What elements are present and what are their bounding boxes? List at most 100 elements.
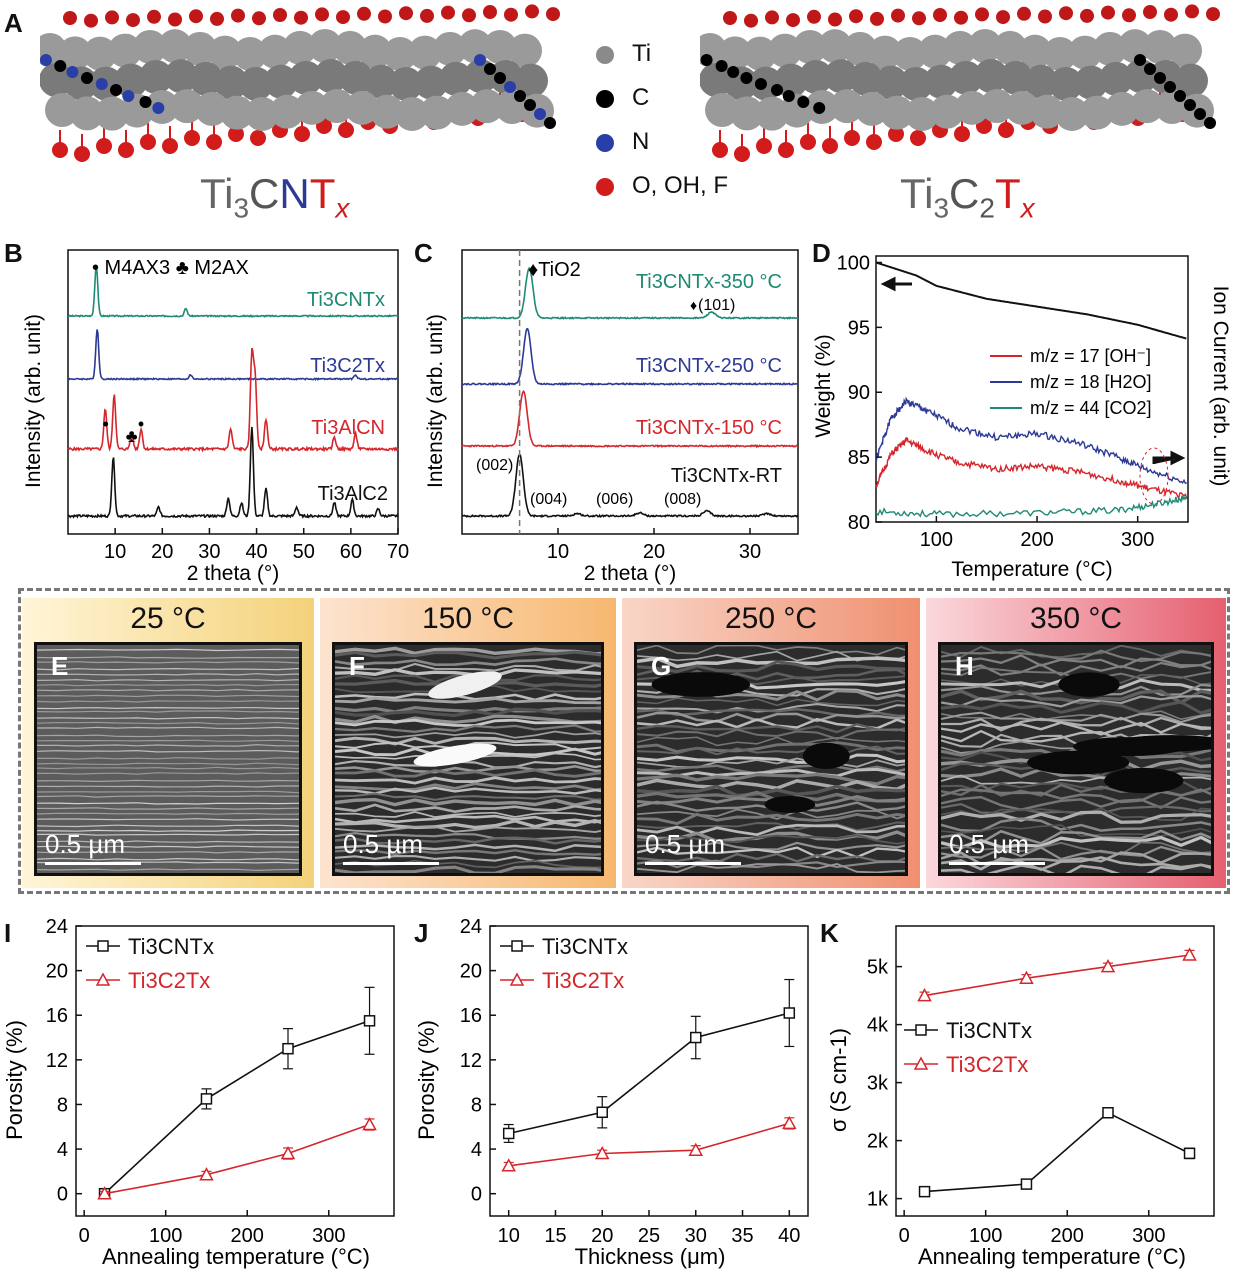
o-atom bbox=[734, 146, 750, 162]
sem-layer bbox=[637, 703, 905, 714]
c-atom bbox=[1184, 99, 1196, 111]
x-tick-label: 40 bbox=[245, 541, 267, 563]
sem-layer bbox=[37, 762, 299, 766]
sem-layer bbox=[37, 829, 299, 832]
data-point-triangle bbox=[917, 988, 932, 1002]
ti-atom bbox=[1093, 31, 1127, 66]
panel-label-b: B bbox=[4, 238, 23, 268]
sem-layer bbox=[335, 825, 601, 834]
o-atom bbox=[378, 9, 392, 24]
sem-layer bbox=[37, 673, 299, 676]
ti-atom bbox=[1049, 66, 1083, 101]
sem-layer bbox=[637, 697, 905, 707]
series-line bbox=[924, 1111, 1190, 1193]
sem-layer bbox=[335, 759, 601, 769]
o-atom bbox=[1059, 6, 1073, 21]
c-atom-icon bbox=[596, 89, 614, 108]
o-atom bbox=[800, 134, 816, 150]
n-atom-icon bbox=[596, 133, 614, 152]
c-series-label-0: Ti3CNTx-350 °C bbox=[636, 271, 782, 293]
x-tick-label: 100 bbox=[920, 529, 953, 551]
sem-texture bbox=[37, 645, 299, 873]
ti-atom bbox=[289, 60, 323, 95]
sem-temperature: 250 °C bbox=[724, 602, 818, 635]
ti-atom bbox=[483, 29, 517, 64]
o-atom bbox=[294, 126, 310, 142]
ti-atom bbox=[164, 59, 198, 94]
c-atom bbox=[494, 72, 506, 84]
sem-layer bbox=[37, 694, 299, 698]
o-atom bbox=[525, 4, 539, 19]
scale-bar-label: 0.5 µm bbox=[949, 829, 1030, 859]
x-tick-label: 100 bbox=[149, 1225, 182, 1247]
data-point-triangle bbox=[1182, 947, 1197, 961]
tga-line bbox=[875, 261, 1187, 340]
x-tick-label: 0 bbox=[899, 1225, 910, 1247]
o-atom bbox=[162, 138, 178, 154]
legend-label: Ti3CNTx bbox=[542, 934, 628, 959]
sem-layer bbox=[37, 688, 299, 692]
ti-atom bbox=[445, 91, 479, 126]
x-tick-label: 0 bbox=[79, 1225, 90, 1247]
c-atom bbox=[797, 96, 810, 108]
ti-atom bbox=[295, 90, 329, 125]
o-atom bbox=[786, 13, 800, 28]
c-series-label-2: Ti3CNTx-150 °C bbox=[636, 417, 782, 439]
ti-atom bbox=[1143, 29, 1177, 64]
sem-panel-e: 25 °C E 0.5 µm bbox=[22, 598, 314, 888]
sem-layer bbox=[941, 711, 1211, 724]
c-ylabel: Intensity (arb. unit) bbox=[424, 314, 447, 488]
y-tick-label: 20 bbox=[46, 961, 68, 983]
sem-temperature: 25 °C bbox=[130, 602, 206, 635]
ti-atom bbox=[899, 66, 933, 101]
data-point-triangle bbox=[501, 1158, 516, 1172]
sem-layer bbox=[335, 786, 601, 795]
x-tick-label: 20 bbox=[151, 541, 173, 563]
o-atom bbox=[315, 7, 329, 22]
ti-atom bbox=[768, 33, 802, 68]
peak-marker: • bbox=[103, 414, 109, 434]
ti-atom bbox=[999, 60, 1033, 95]
sem-layer bbox=[37, 807, 299, 810]
sem-image: E 0.5 µm bbox=[34, 642, 302, 876]
sem-layer bbox=[37, 785, 299, 788]
d-y2label: Ion Current (arb. unit) bbox=[1209, 286, 1232, 487]
data-point-triangle bbox=[199, 1167, 214, 1181]
sem-layer bbox=[37, 851, 299, 854]
o-atom bbox=[63, 11, 77, 25]
o-atom bbox=[546, 7, 560, 22]
ti-atom bbox=[345, 90, 379, 125]
o-atom bbox=[975, 7, 989, 22]
sem-layer bbox=[335, 752, 601, 761]
d-frame bbox=[875, 255, 1189, 523]
sem-layer bbox=[335, 797, 601, 807]
ti-atom bbox=[170, 89, 204, 124]
ti-atom bbox=[930, 94, 964, 129]
y-tick-label: 0 bbox=[57, 1184, 68, 1206]
legend-c: C bbox=[596, 76, 728, 120]
c-annot-006: (006) bbox=[596, 491, 633, 508]
j-frame bbox=[489, 925, 809, 1217]
y-tick-label: 12 bbox=[46, 1050, 68, 1072]
c-series-label-1: Ti3CNTx-250 °C bbox=[636, 355, 782, 377]
legend-ti: Ti bbox=[596, 32, 728, 76]
o-atom bbox=[483, 5, 497, 19]
c-atom bbox=[1134, 54, 1146, 66]
d-xlabel: Temperature (°C) bbox=[951, 558, 1112, 581]
sem-layer bbox=[637, 846, 905, 859]
o-atom bbox=[891, 8, 905, 23]
ti-atom bbox=[793, 29, 827, 64]
legend-n: N bbox=[596, 120, 728, 164]
sem-layer bbox=[335, 764, 601, 774]
sem-layer bbox=[37, 790, 299, 794]
o-atom bbox=[1185, 4, 1199, 19]
c-atom bbox=[1164, 81, 1176, 93]
sem-layer bbox=[37, 648, 299, 652]
sem-layer bbox=[37, 744, 299, 747]
x-tick-label: 25 bbox=[638, 1225, 660, 1247]
n-atom bbox=[504, 81, 516, 93]
sem-layer bbox=[37, 833, 299, 836]
sem-layer bbox=[637, 764, 905, 775]
data-point-square bbox=[690, 1031, 702, 1044]
sem-layer bbox=[637, 645, 905, 656]
